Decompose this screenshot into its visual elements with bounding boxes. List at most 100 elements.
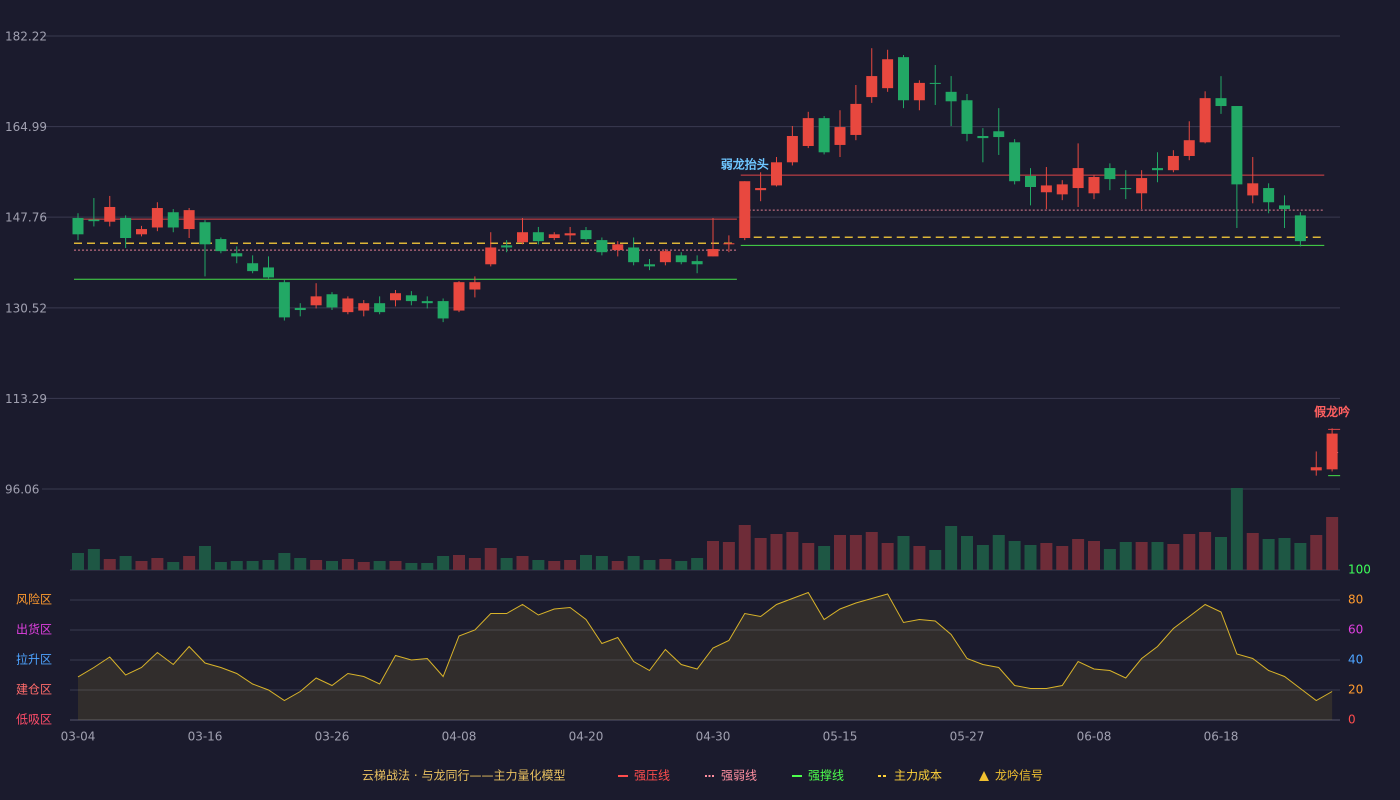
candle-body [961, 100, 973, 134]
candle-body [1072, 168, 1084, 189]
volume-bar [802, 543, 815, 570]
volume-bar [1183, 534, 1196, 570]
x-tick-label: 03-04 [61, 730, 96, 744]
candle-body [596, 240, 608, 253]
x-tick-label: 03-16 [188, 730, 223, 744]
volume-bar [214, 562, 227, 570]
volume-bar [516, 556, 529, 570]
candle-body [326, 294, 338, 308]
candle-body [913, 82, 925, 101]
volume-bar [675, 561, 688, 570]
candle-body [1231, 106, 1243, 185]
volume-bar [310, 560, 323, 570]
volume-bar [738, 525, 751, 570]
candle-body [1279, 205, 1290, 210]
candle-body [993, 131, 1005, 138]
oscillator-area [78, 592, 1333, 720]
candle-body [675, 255, 687, 263]
volume-bar [87, 549, 100, 570]
annotation: 假龙吟 [1314, 404, 1350, 419]
volume-bar [357, 562, 370, 570]
volume-bar [945, 526, 958, 570]
volume-bar [262, 560, 275, 570]
candle-body [1263, 188, 1275, 203]
x-tick-label: 04-30 [696, 730, 731, 744]
volume-bar [389, 561, 402, 570]
candle-body [977, 136, 989, 139]
candle-body [786, 136, 798, 163]
volume-bar [103, 559, 116, 570]
candle-body [1088, 177, 1100, 194]
candle-body [898, 57, 909, 101]
oscillator-line [77, 591, 1333, 702]
volume-bar [151, 558, 164, 570]
candle-body [628, 247, 640, 263]
candle-body [1120, 188, 1132, 190]
volume-bar [691, 558, 704, 570]
volume-bar [1088, 541, 1100, 570]
x-tick-label: 05-27 [950, 730, 985, 744]
volume-bar [834, 535, 846, 570]
candle-body [199, 222, 211, 245]
volume-bar [976, 545, 989, 570]
candle-body [548, 234, 560, 238]
volume-bar [532, 560, 545, 570]
volume-bar [294, 558, 307, 570]
candle-body [818, 118, 830, 153]
y-tick-label: 113.29 [5, 392, 47, 406]
volume-bar [1294, 543, 1307, 570]
volume-bar [659, 559, 672, 570]
candle-body [659, 251, 671, 263]
candle-body [945, 91, 957, 102]
candle-body [866, 76, 878, 98]
volume-bar [468, 558, 481, 570]
candle-body [1183, 140, 1195, 156]
volume-bar [373, 561, 386, 570]
candle-body [183, 210, 195, 230]
y-tick-label: 182.22 [5, 30, 47, 44]
volume-bar [865, 532, 878, 570]
candle-body [1152, 168, 1163, 171]
candle-body [802, 118, 814, 146]
volume-bar [1278, 538, 1291, 570]
volume-bar [595, 556, 608, 570]
volume-bar [1072, 539, 1085, 570]
candle-body [278, 282, 290, 318]
volume-bar [786, 532, 799, 570]
y-tick-label: 164.99 [5, 120, 47, 134]
candle-body [469, 282, 481, 290]
volume-bar [1167, 544, 1180, 570]
volume-bar [564, 560, 577, 570]
y-tick-label: 147.76 [5, 211, 47, 225]
volume-bar [119, 556, 132, 570]
x-tick-label: 03-26 [315, 730, 350, 744]
candle-body [707, 249, 719, 257]
volume-bar [135, 561, 148, 570]
volume-bar [1151, 542, 1164, 570]
volume-bar [278, 553, 291, 570]
candle-body [1025, 175, 1036, 187]
candle-body [755, 188, 767, 191]
zone-label: 出货区 [16, 622, 52, 637]
volume-bar [627, 556, 640, 570]
candle-body [1215, 98, 1227, 107]
candle-body [215, 239, 227, 252]
candle-body [691, 261, 703, 265]
candle-body [1009, 142, 1021, 182]
candle-body [1310, 467, 1322, 471]
candle-body [310, 296, 322, 306]
volume-bar [421, 563, 434, 570]
candle-body [104, 206, 116, 222]
y2-tick-label: 0 [1348, 713, 1356, 727]
volume-bar [1103, 549, 1116, 570]
candle-body [405, 295, 417, 302]
candle-body [723, 243, 735, 245]
candle-body [120, 218, 132, 238]
candle-body [294, 307, 306, 311]
volume-bar [1215, 537, 1227, 570]
candle-body [1326, 433, 1338, 470]
volume-bar [230, 561, 243, 570]
x-tick-label: 04-08 [442, 730, 477, 744]
candle-body [88, 219, 100, 222]
